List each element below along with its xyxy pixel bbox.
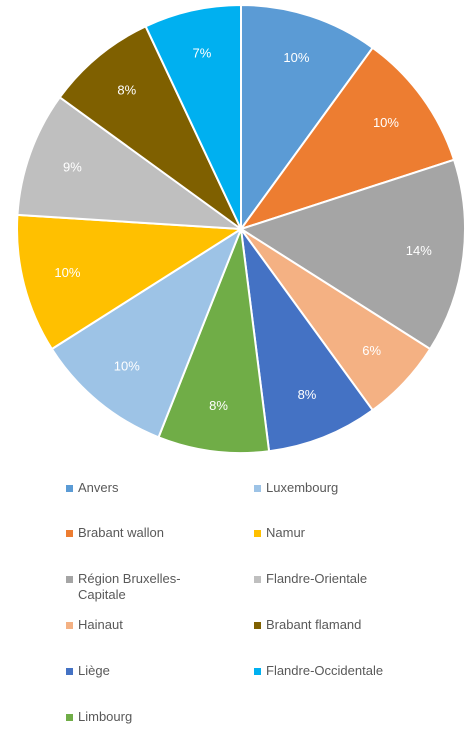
legend-label-brabant-wallon: Brabant wallon <box>78 525 164 540</box>
pie-label-brabant-flamand: 8% <box>117 82 136 97</box>
legend-item-limbourg: Limbourg <box>66 709 241 725</box>
legend-swatch-flandre-orientale <box>254 576 261 583</box>
legend-label-region-bruxelles-capitale: Région Bruxelles-Capitale <box>78 571 181 602</box>
pie-label-anvers: 10% <box>283 50 309 65</box>
legend-swatch-limbourg <box>66 714 73 721</box>
legend-label-namur: Namur <box>266 525 306 540</box>
pie-label-namur: 10% <box>54 265 80 280</box>
legend-label-liege: Liège <box>78 663 110 678</box>
legend-item-brabant-flamand: Brabant flamand <box>254 617 429 633</box>
pie-label-luxembourg: 10% <box>114 359 140 374</box>
pie-slice-flandre-occidentale <box>144 3 242 230</box>
pie-slice-liege <box>240 228 375 453</box>
pie-label-region-bruxelles-capitale: 14% <box>406 243 432 258</box>
pie-slice-limbourg <box>157 228 271 454</box>
legend-item-brabant-wallon: Brabant wallon <box>66 525 241 541</box>
pie-label-flandre-orientale: 9% <box>63 160 82 175</box>
pie-label-brabant-wallon: 10% <box>373 115 399 130</box>
legend-swatch-liege <box>66 668 73 675</box>
legend-swatch-hainaut <box>66 622 73 629</box>
legend-swatch-anvers <box>66 485 73 492</box>
legend-label-brabant-flamand: Brabant flamand <box>266 617 362 632</box>
pie-slice-namur <box>16 213 245 351</box>
legend-swatch-region-bruxelles-capitale <box>66 576 73 583</box>
pie-slice-brabant-flamand <box>58 24 242 230</box>
pie-slice-region-bruxelles-capitale <box>238 158 466 351</box>
pie-plot: 10% 10% 14% 6% 8% 8% 10% 10% 9% 8% 7% <box>16 3 466 454</box>
legend-item-namur: Namur <box>254 525 429 541</box>
legend-label-anvers: Anvers <box>78 480 119 495</box>
legend-swatch-namur <box>254 530 261 537</box>
pie-slice-flandre-orientale <box>16 95 245 231</box>
legend-item-luxembourg: Luxembourg <box>254 480 429 496</box>
pie-label-limbourg: 8% <box>209 398 228 413</box>
legend-item-hainaut: Hainaut <box>66 617 241 633</box>
legend-item-liege: Liège <box>66 663 241 679</box>
legend-label-limbourg: Limbourg <box>78 709 133 724</box>
pie-label-liege: 8% <box>298 387 317 402</box>
legend-swatch-brabant-flamand <box>254 622 261 629</box>
legend-label-flandre-occidentale: Flandre-Occidentale <box>266 663 384 678</box>
legend-swatch-flandre-occidentale <box>254 668 261 675</box>
legend-swatch-luxembourg <box>254 485 261 492</box>
legend-swatch-brabant-wallon <box>66 530 73 537</box>
legend-item-anvers: Anvers <box>66 480 241 496</box>
legend-label-hainaut: Hainaut <box>78 617 123 632</box>
pie-slice-brabant-wallon <box>238 46 456 231</box>
pie-slice-anvers <box>240 3 375 233</box>
legend-label-luxembourg: Luxembourg <box>266 480 339 495</box>
legend-item-flandre-occidentale: Flandre-Occidentale <box>254 663 429 679</box>
legend-item-region-bruxelles-capitale: Région Bruxelles-Capitale <box>66 571 241 603</box>
legend-label-flandre-orientale: Flandre-Orientale <box>266 571 368 586</box>
legend-item-flandre-orientale: Flandre-Orientale <box>254 571 429 587</box>
pie-label-flandre-occidentale: 7% <box>193 46 212 61</box>
legend: Anvers Luxembourg Brabant wallon Namur R… <box>66 478 466 728</box>
pie-slice-luxembourg <box>50 226 244 439</box>
pie-label-hainaut: 6% <box>362 343 381 358</box>
